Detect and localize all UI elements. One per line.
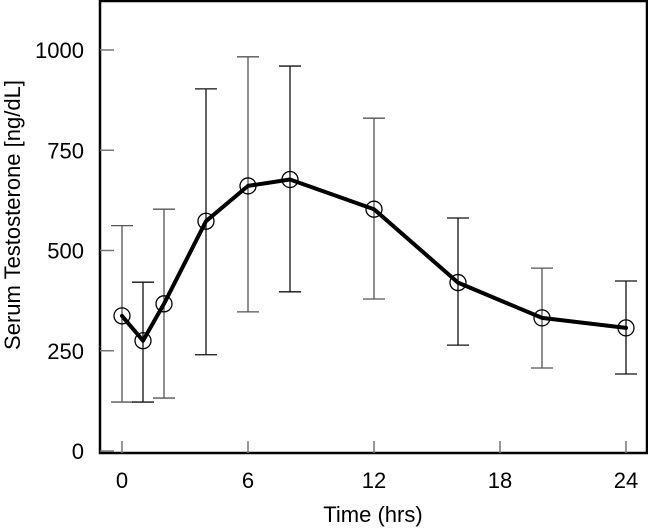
y-tick-label: 0 bbox=[72, 439, 84, 464]
axes bbox=[98, 0, 648, 455]
error-bar bbox=[111, 224, 133, 403]
data-point bbox=[449, 273, 467, 292]
data-point bbox=[197, 212, 215, 230]
tick-labels: 0 250 500 750 1000 0 6 12 18 24 bbox=[35, 38, 638, 493]
x-tick-label: 24 bbox=[614, 468, 638, 493]
data-point bbox=[134, 332, 152, 350]
data-point bbox=[155, 295, 173, 313]
x-tick-label: 18 bbox=[488, 468, 512, 493]
x-axis-label: Time (hrs) bbox=[323, 502, 422, 527]
data-point bbox=[365, 200, 383, 218]
x-tick-label: 6 bbox=[242, 468, 254, 493]
data-point bbox=[239, 177, 257, 195]
y-tick-label: 500 bbox=[47, 239, 84, 264]
data-point bbox=[617, 319, 635, 337]
x-tick-label: 12 bbox=[362, 468, 386, 493]
y-tick-label: 1000 bbox=[35, 38, 84, 63]
y-tick-label: 750 bbox=[47, 138, 84, 163]
y-axis-label: Serum Testosterone [ng/dL] bbox=[0, 80, 25, 350]
data-line bbox=[120, 177, 628, 343]
error-bars bbox=[111, 56, 637, 403]
data-point bbox=[113, 307, 131, 325]
x-tick-label: 0 bbox=[116, 468, 128, 493]
data-markers bbox=[113, 170, 635, 350]
data-point bbox=[281, 170, 299, 189]
y-tick-label: 250 bbox=[47, 339, 84, 364]
series-line bbox=[120, 177, 628, 343]
data-point bbox=[533, 309, 551, 327]
